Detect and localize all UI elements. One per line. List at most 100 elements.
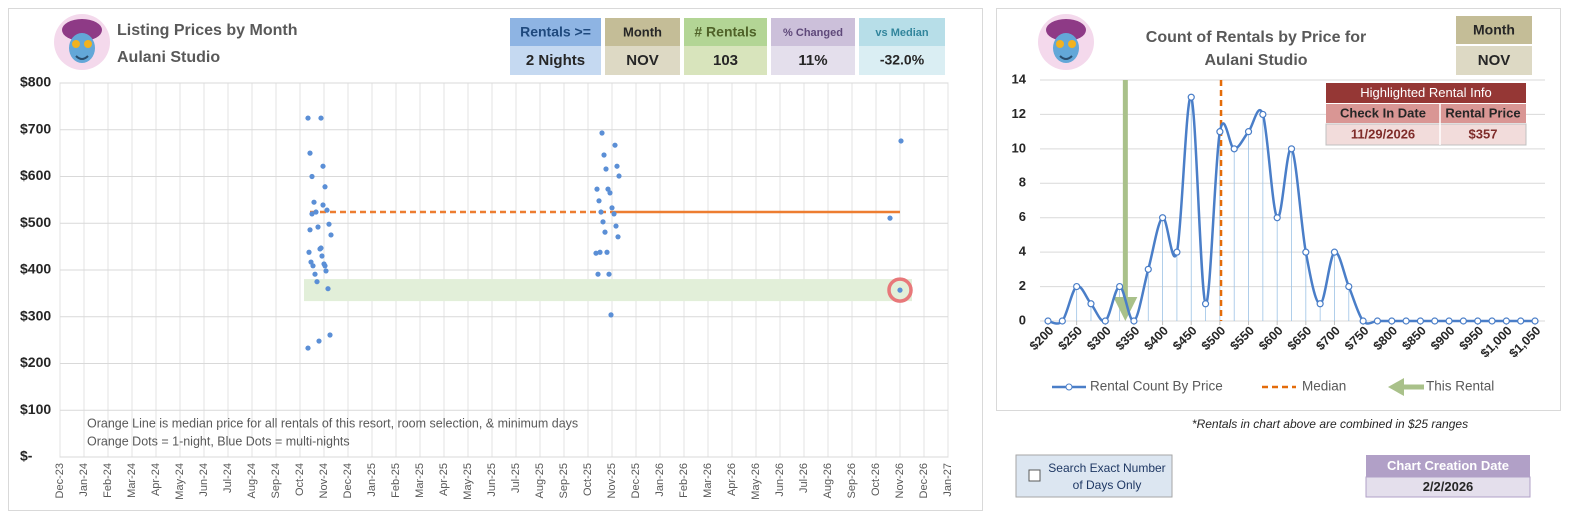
data-point <box>614 163 620 169</box>
x-tick-label: Aug-25 <box>534 463 546 498</box>
data-point <box>318 115 324 121</box>
data-point <box>309 173 315 180</box>
x-tick-label: Jan-27 <box>942 463 954 497</box>
data-point <box>309 211 315 217</box>
x-tick-label: Dec-25 <box>630 463 642 498</box>
data-point <box>1187 93 1195 101</box>
data-point <box>1459 317 1467 325</box>
data-point <box>1287 145 1296 153</box>
data-point <box>613 223 619 229</box>
data-point <box>615 234 621 240</box>
table-header: Rental Price <box>1445 105 1520 120</box>
stat-box: Month NOV <box>605 18 680 75</box>
data-point <box>608 312 614 318</box>
data-point <box>1101 317 1109 325</box>
stat-label: Month <box>623 24 662 39</box>
data-point <box>599 130 605 136</box>
x-tick-label: Dec-23 <box>54 463 66 498</box>
data-point <box>887 215 893 221</box>
y-tick-label: 8 <box>1019 175 1026 190</box>
x-tick-label: Sep-26 <box>846 463 858 498</box>
x-tick-label: Feb-24 <box>102 463 114 498</box>
data-point <box>326 221 332 227</box>
data-point <box>1116 282 1124 291</box>
data-point <box>606 271 612 277</box>
data-point <box>318 245 324 251</box>
data-point <box>1158 214 1167 222</box>
stat-box: Rentals >= 2 Nights <box>510 18 601 75</box>
x-tick-label: Mar-26 <box>702 463 714 498</box>
exact-days-checkbox[interactable]: Search Exact Number of Days Only <box>1015 454 1173 498</box>
highlight-point <box>897 287 903 293</box>
stat-label: vs Median <box>875 27 928 39</box>
x-tick-label: Aug-26 <box>822 463 834 498</box>
x-tick-label: Mar-25 <box>414 463 426 498</box>
chart-title: Count of Rentals by Price for <box>1146 29 1366 46</box>
data-point <box>1345 282 1353 291</box>
data-point <box>1517 317 1525 325</box>
x-tick-label: Apr-25 <box>438 463 450 496</box>
y-tick-label: $300 <box>20 307 51 323</box>
stat-box: # Rentals 103 <box>684 18 767 75</box>
data-point <box>1330 248 1339 256</box>
data-point <box>1388 317 1396 325</box>
x-tick-label: May-26 <box>750 463 762 500</box>
legend-arrowhead <box>1388 378 1404 396</box>
y-tick-label: $500 <box>20 214 51 230</box>
x-tick-label: Feb-26 <box>678 463 690 498</box>
y-tick-label: $700 <box>20 120 51 136</box>
data-point <box>1431 317 1439 325</box>
data-point <box>1230 145 1238 153</box>
data-point <box>898 138 904 144</box>
x-tick-label: Nov-26 <box>894 463 906 498</box>
stat-value: 2 Nights <box>526 52 585 69</box>
data-point <box>1402 317 1410 325</box>
x-tick-label: Oct-25 <box>582 463 594 496</box>
right-panel <box>996 8 1561 411</box>
x-tick-label: Feb-25 <box>390 463 402 498</box>
x-tick-label: Apr-26 <box>726 463 738 496</box>
x-tick-label: Aug-24 <box>246 463 258 498</box>
data-point <box>1488 317 1496 325</box>
data-point <box>316 338 322 344</box>
checkbox-label: Search Exact Number <box>1048 461 1165 475</box>
x-tick-label: Jan-26 <box>654 463 666 497</box>
data-point <box>1244 128 1253 136</box>
y-tick-label: 12 <box>1012 106 1026 121</box>
stat-value: NOV <box>626 52 659 69</box>
x-tick-label: Jul-25 <box>510 463 522 493</box>
legend-label: This Rental <box>1426 379 1494 394</box>
data-point <box>307 227 313 233</box>
footnote: *Rentals in chart above are combined in … <box>1192 417 1468 431</box>
data-point <box>595 271 601 277</box>
creation-date-box: Chart Creation Date 2/2/2026 <box>1365 455 1531 498</box>
data-point <box>1474 317 1482 325</box>
data-point <box>1316 300 1324 308</box>
x-tick-label: Nov-25 <box>606 463 618 498</box>
data-point <box>612 142 618 148</box>
x-tick-label: May-25 <box>462 463 474 500</box>
data-point <box>320 163 326 169</box>
month-label: Month <box>1473 22 1515 38</box>
stat-box: % Changed 11% <box>771 18 855 75</box>
data-point <box>1044 317 1052 325</box>
x-tick-label: Jan-25 <box>366 463 378 497</box>
month-value: NOV <box>1478 52 1511 69</box>
data-point <box>604 249 610 255</box>
data-point <box>324 207 330 213</box>
data-point <box>593 250 599 256</box>
data-point <box>328 232 334 238</box>
month-box: Month NOV <box>1456 16 1532 75</box>
highlight-band <box>304 279 912 302</box>
table-header: Check In Date <box>1340 105 1426 120</box>
checkbox-box[interactable] <box>1028 469 1041 482</box>
x-tick-label: Dec-26 <box>918 463 930 498</box>
data-point <box>1259 110 1267 119</box>
data-point <box>596 198 602 204</box>
data-point <box>323 268 329 274</box>
data-point <box>598 209 604 215</box>
data-point <box>314 279 320 285</box>
data-point <box>1144 265 1152 273</box>
